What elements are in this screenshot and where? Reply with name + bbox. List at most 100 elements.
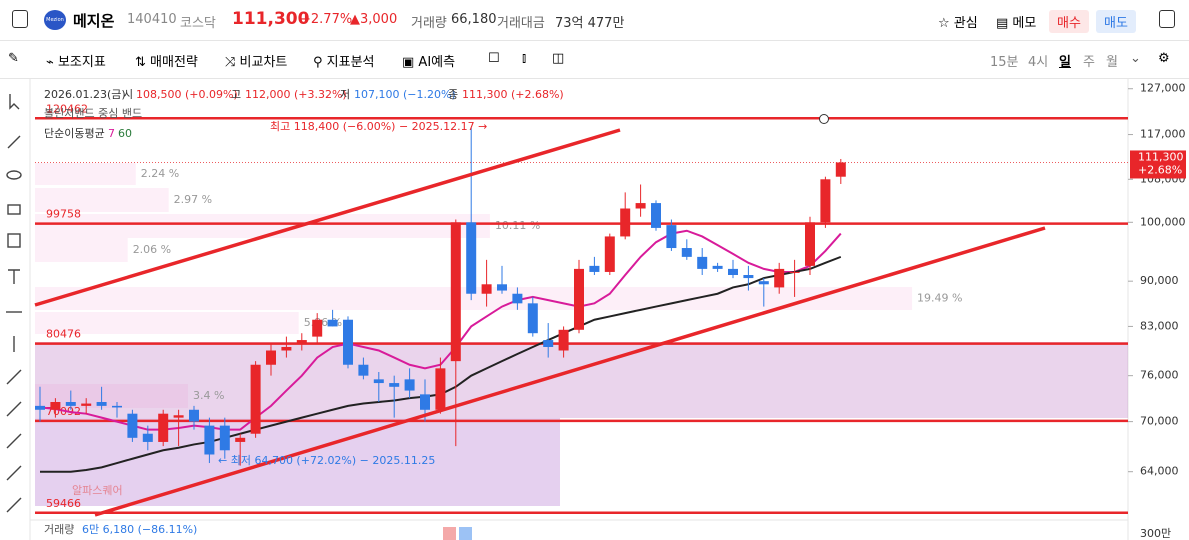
pen-icon[interactable]: ✎	[8, 51, 19, 66]
candle-body	[327, 319, 338, 327]
info-label: 종	[448, 88, 458, 101]
ma-period: 60	[118, 127, 132, 140]
profile-label: 2.97 %	[174, 193, 212, 206]
price-tag	[1130, 150, 1186, 179]
candle-body	[266, 350, 276, 365]
level-label: 59466	[46, 497, 81, 510]
ray-icon[interactable]	[6, 433, 22, 449]
toolbar: ✎ ⌁ 보조지표 ⇅ 매매전략 ⤨ 비교차트 ⚲ 지표분석 ▣ AI예측 ☐ ⫾…	[0, 41, 1189, 79]
cursor-icon[interactable]	[9, 94, 20, 110]
buy-button[interactable]: 매수	[1049, 10, 1089, 33]
candle-body	[296, 340, 307, 344]
level-label: 120462	[46, 102, 88, 115]
memo-button[interactable]: ▤ 메모	[996, 16, 1037, 31]
price: 111,300	[232, 9, 310, 29]
level-label: 80476	[46, 328, 81, 341]
profile-bar	[35, 384, 188, 408]
period[interactable]: 15분	[990, 55, 1019, 70]
tool-button[interactable]: ⚲ 지표분석	[313, 55, 375, 70]
change-pct: +2.77%	[300, 12, 353, 27]
candle-body	[805, 222, 815, 266]
tool-button[interactable]: ⌁ 보조지표	[46, 55, 106, 70]
period[interactable]: 4시	[1028, 55, 1049, 70]
volume-text: 6만 6,180 (−86.11%)	[82, 523, 197, 536]
profile-bar	[35, 214, 490, 238]
sell-button[interactable]: 매도	[1096, 10, 1136, 33]
candle-icon[interactable]: ⫾	[522, 51, 527, 66]
trend-line	[34, 128, 621, 307]
candle-body	[758, 281, 769, 285]
trash-icon[interactable]	[7, 233, 21, 248]
period[interactable]: 주	[1083, 55, 1095, 70]
amount-label: 거래대금	[497, 16, 545, 31]
watch-button[interactable]: ☆ 관심	[938, 16, 978, 31]
candle-body	[620, 208, 631, 237]
tool-button[interactable]: ▣ AI예측	[402, 55, 456, 70]
logo: Mezion	[44, 10, 66, 30]
y-tick-label: 70,000	[1140, 415, 1179, 428]
volume-label: 거래량	[44, 523, 74, 536]
info-close: 111,300 (+2.68%)	[462, 88, 564, 101]
profile-bar	[35, 312, 299, 334]
period[interactable]: 일	[1059, 55, 1071, 70]
y-tick-label: 127,000	[1140, 82, 1186, 95]
settings-icon[interactable]: ⚙	[1158, 51, 1170, 66]
candle-body	[435, 368, 446, 410]
tool-button[interactable]: ⤨ 비교차트	[225, 55, 288, 70]
low-annotation: ← 최저 64,700 (+72.02%) − 2025.11.25	[218, 454, 435, 467]
square-icon[interactable]: ☐	[488, 51, 500, 66]
plot: 127,000117,000108,000100,00090,00083,000…	[35, 82, 1186, 515]
text-icon[interactable]	[8, 269, 20, 284]
stock-name: 메지온	[73, 12, 115, 30]
info-label: 고	[231, 88, 241, 101]
layout-icon[interactable]	[1159, 10, 1175, 28]
candle-body	[728, 268, 738, 276]
panel-icon[interactable]	[12, 10, 28, 28]
candle-body	[189, 409, 199, 422]
candle-body	[589, 265, 600, 272]
candle-body	[712, 265, 723, 269]
candle-body	[127, 413, 138, 438]
volume-axis-label: 300만	[1140, 527, 1171, 540]
lock-icon[interactable]	[7, 204, 21, 215]
candle-body	[543, 340, 554, 347]
ray-icon[interactable]	[6, 369, 22, 385]
candle-body	[142, 433, 153, 442]
candle-body	[204, 425, 215, 455]
candle-body	[558, 329, 569, 351]
trend-line	[94, 226, 1046, 517]
candle-body	[527, 303, 538, 334]
profile-label: 2.06 %	[133, 243, 171, 256]
ray-icon[interactable]	[6, 497, 22, 513]
period[interactable]: 월	[1106, 55, 1118, 70]
candle-body	[50, 402, 61, 410]
profile-label: 3.4 %	[193, 389, 224, 402]
candle-body	[250, 364, 261, 434]
candle-body	[65, 402, 76, 406]
candle-body	[404, 379, 415, 391]
candle-body	[358, 364, 369, 376]
ray-icon[interactable]	[6, 401, 22, 417]
eye-icon[interactable]	[6, 170, 22, 180]
tool-button[interactable]: ⇅ 매매전략	[135, 55, 198, 70]
watch-label: 관심	[953, 16, 978, 31]
ray-icon[interactable]	[6, 465, 22, 481]
stock-code: 140410	[127, 12, 177, 27]
amount: 73억 477만	[555, 16, 625, 31]
ma-label: 단순이동평균	[44, 127, 105, 140]
handle[interactable]	[819, 114, 829, 124]
candle-body	[112, 405, 122, 408]
candle-body	[481, 284, 492, 294]
candle-body	[81, 403, 92, 406]
line-icon[interactable]	[7, 135, 21, 149]
dropdown[interactable]: ⌄	[1130, 51, 1141, 66]
profile-bar	[35, 188, 169, 212]
candle-body	[173, 415, 184, 418]
camera-icon[interactable]: ◫	[552, 51, 565, 66]
price-tag-change: +2.68%	[1138, 163, 1182, 176]
candle-body	[697, 256, 708, 269]
chart: 2.24 %2.97 %10.11 %2.06 %19.49 %5.86 %3.…	[6, 78, 1186, 540]
market: 코스닥	[180, 16, 216, 31]
sidebar-icons	[6, 94, 22, 513]
y-tick-label: 76,000	[1140, 369, 1179, 382]
